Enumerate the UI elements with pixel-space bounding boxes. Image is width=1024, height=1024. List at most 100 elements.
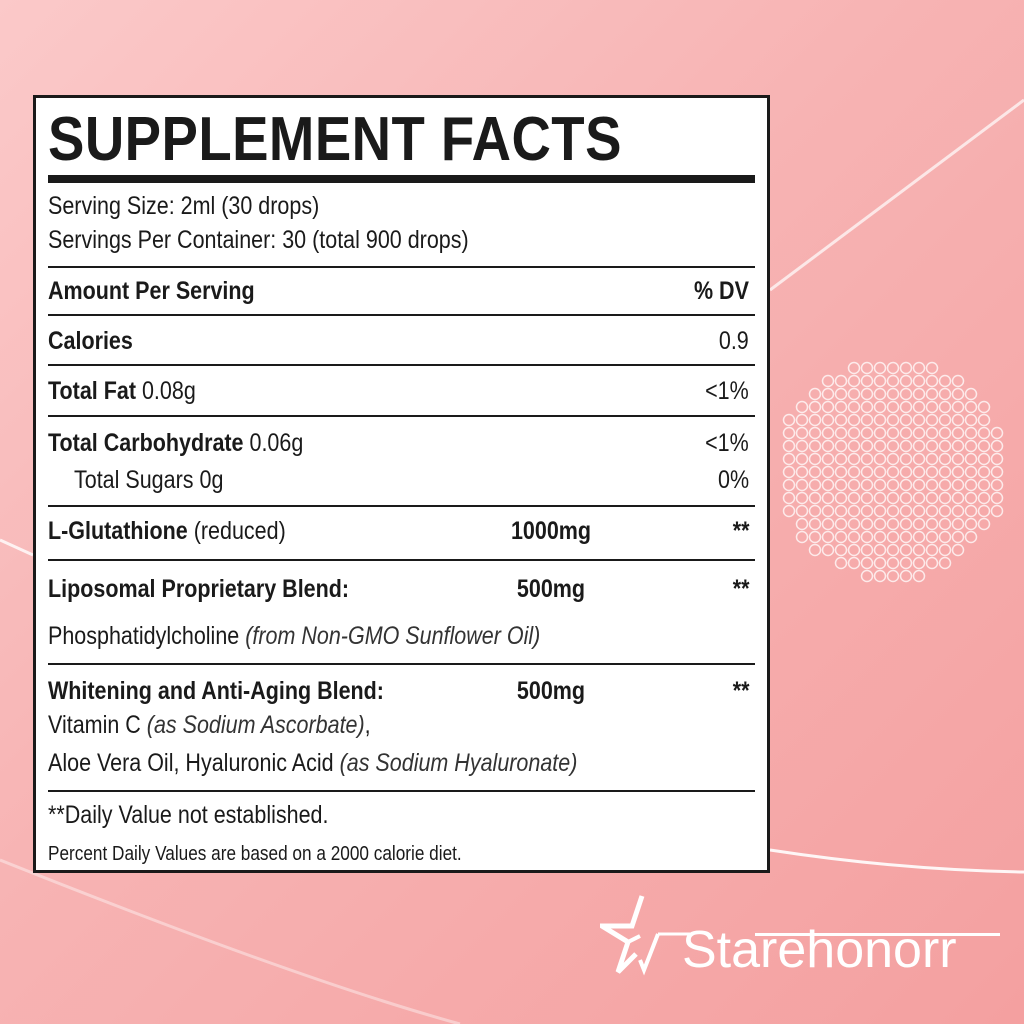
liposome-bead [886, 556, 900, 570]
star-logo-icon [600, 895, 690, 976]
liposome-bead [782, 491, 796, 505]
liposome-bead [912, 452, 926, 466]
liposome-bead [847, 426, 861, 440]
glutathione-row: L-Glutathione (reduced) [48, 516, 286, 546]
liposome-bead [912, 491, 926, 505]
liposome-bead [821, 439, 835, 453]
liposome-bead [925, 530, 939, 544]
liposome-bead [899, 491, 913, 505]
supplement-facts-label: SUPPLEMENT FACTS Serving Size: 2ml (30 d… [33, 95, 770, 873]
liposome-bead [925, 452, 939, 466]
liposome-bead [795, 426, 809, 440]
liposome-bead [834, 400, 848, 414]
liposome-bead [834, 439, 848, 453]
liposome-bead [834, 530, 848, 544]
liposome-bead [808, 543, 822, 557]
liposome-bead [886, 413, 900, 427]
label-title: SUPPLEMENT FACTS [48, 105, 622, 174]
liposome-bead [964, 400, 978, 414]
liposome-bead [925, 387, 939, 401]
liposome-bead [860, 465, 874, 479]
liposome-bead [951, 452, 965, 466]
liposome-bead [899, 413, 913, 427]
liposome-bead [860, 517, 874, 531]
liposome-bead [899, 569, 913, 583]
liposome-bead [795, 517, 809, 531]
liposome-bead [860, 374, 874, 388]
liposome-bead [886, 504, 900, 518]
liposome-bead [886, 374, 900, 388]
liposome-bead [938, 517, 952, 531]
liposome-bead [860, 452, 874, 466]
glutathione-amount: 1000mg [510, 517, 592, 545]
divider [48, 175, 755, 183]
vitamin-c-note: (as Sodium Ascorbate) [146, 711, 365, 739]
liposome-bead [912, 556, 926, 570]
liposome-bead [821, 543, 835, 557]
aloe-hyaluronic-label: Aloe Vera Oil, Hyaluronic Acid [48, 749, 334, 777]
liposome-bead [782, 439, 796, 453]
total-carb-amount: 0.06g [249, 429, 304, 457]
brand-name: Starehonorr [682, 921, 957, 979]
liposome-bead [873, 374, 887, 388]
serving-size: Serving Size: 2ml (30 drops) [48, 192, 320, 220]
liposome-bead [821, 530, 835, 544]
liposome-bead [808, 387, 822, 401]
liposome-bead [925, 361, 939, 375]
liposomal-blend-label: Liposomal Proprietary Blend: [48, 575, 350, 603]
liposome-bead [873, 556, 887, 570]
liposome-bead [860, 569, 874, 583]
liposome-bead [795, 478, 809, 492]
liposome-bead [899, 465, 913, 479]
header-dv: % DV [694, 277, 749, 305]
liposome-bead [834, 517, 848, 531]
footnote-percent-daily: Percent Daily Values are based on a 2000… [48, 843, 462, 865]
liposome-bead [938, 491, 952, 505]
liposome-bead [990, 465, 1004, 479]
liposome-bead [899, 400, 913, 414]
liposome-bead [938, 543, 952, 557]
divider [48, 364, 755, 366]
liposome-bead [886, 452, 900, 466]
liposome-bead [821, 387, 835, 401]
liposome-bead [808, 413, 822, 427]
glutathione-dv: ** [732, 517, 749, 545]
total-fat-dv: <1% [705, 377, 749, 405]
liposome-bead [886, 569, 900, 583]
whitening-blend-amount: 500mg [516, 677, 586, 705]
liposome-bead [951, 465, 965, 479]
liposome-bead [808, 426, 822, 440]
liposome-bead [821, 465, 835, 479]
liposome-bead [925, 504, 939, 518]
liposome-bead [834, 374, 848, 388]
liposome-bead [860, 361, 874, 375]
liposome-bead [938, 426, 952, 440]
liposome-bead [834, 478, 848, 492]
liposome-bead [964, 491, 978, 505]
liposome-bead [899, 504, 913, 518]
liposome-bead [847, 374, 861, 388]
liposome-bead [977, 478, 991, 492]
liposome-bead [951, 504, 965, 518]
liposome-bead [873, 569, 887, 583]
liposome-bead [873, 478, 887, 492]
liposome-bead [834, 413, 848, 427]
liposome-bead [873, 530, 887, 544]
liposome-bead [899, 556, 913, 570]
divider [48, 314, 755, 316]
total-fat-row: Total Fat 0.08g [48, 376, 196, 406]
liposome-bead [808, 452, 822, 466]
liposome-bead [925, 465, 939, 479]
brand-logo: Starehonorr [600, 890, 1000, 980]
liposome-bead [964, 413, 978, 427]
total-carb-label: Total Carbohydrate [48, 429, 244, 457]
footnote-daily-value: **Daily Value not established. [48, 801, 329, 829]
liposome-bead [782, 452, 796, 466]
liposome-bead [795, 530, 809, 544]
comma: , [364, 711, 371, 739]
divider [48, 663, 755, 665]
liposome-bead [925, 556, 939, 570]
liposomal-blend-dv: ** [732, 575, 749, 603]
liposome-bead [951, 530, 965, 544]
